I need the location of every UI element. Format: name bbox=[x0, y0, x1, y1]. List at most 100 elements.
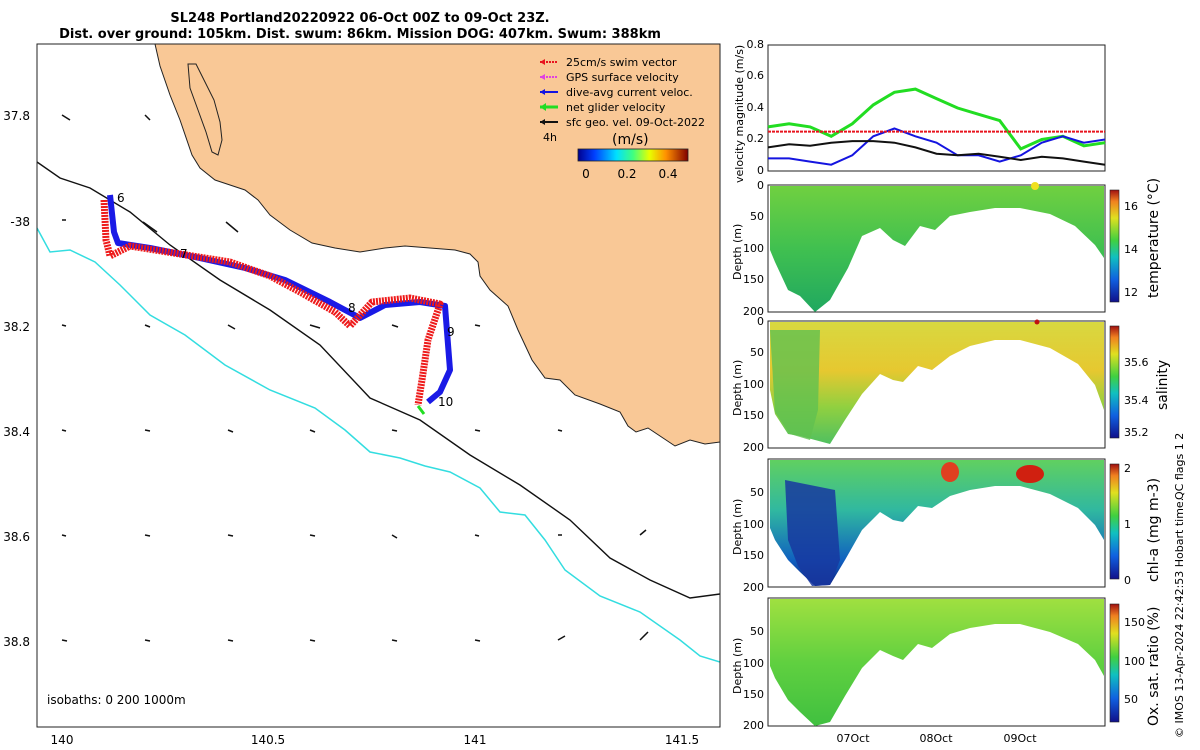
day-label: 10 bbox=[438, 395, 453, 409]
cb-tick: 16 bbox=[1124, 200, 1138, 213]
chla-cb-label: chl-a (mg m-3) bbox=[1146, 478, 1162, 582]
map-panel: 140 140.5 141 141.5 37.8 -38 38.2 38.4 3… bbox=[3, 43, 721, 747]
oxygen-colorbar bbox=[1109, 603, 1120, 723]
chla-bloom-2 bbox=[1016, 465, 1044, 483]
velocity-ylabel: velocity magnitude (m/s) bbox=[733, 45, 746, 183]
salinity-cb-ticks: 35.2 35.4 35.6 bbox=[1124, 356, 1149, 439]
legend-item-net-glider: net glider velocity bbox=[540, 101, 666, 114]
map-x-tick: 141.5 bbox=[665, 733, 699, 747]
chla-bloom-1 bbox=[941, 462, 959, 482]
temperature-cb-ticks: 12 14 16 bbox=[1124, 200, 1138, 299]
map-y-tick: 38.2 bbox=[3, 320, 30, 334]
salinity-panel: 35.2 35.4 35.6 salinity 0 50 100 150 200… bbox=[731, 315, 1171, 454]
legend-item-dive-avg: dive-avg current veloc. bbox=[540, 86, 693, 99]
map-y-tick: 37.8 bbox=[3, 109, 30, 123]
depth-tick: 100 bbox=[743, 378, 764, 391]
depth-tick: 150 bbox=[743, 549, 764, 562]
colorbar-tick: 0.2 bbox=[617, 167, 636, 181]
map-y-tick: -38 bbox=[10, 215, 30, 229]
map-x-tick: 140.5 bbox=[251, 733, 285, 747]
vel-y-tick: 0.8 bbox=[747, 38, 765, 51]
chart-title-line1: SL248 Portland20220922 06-Oct 00Z to 09-… bbox=[170, 11, 550, 26]
cb-tick: 150 bbox=[1124, 616, 1145, 629]
map-x-ticks: 140 140.5 141 141.5 bbox=[51, 733, 700, 747]
isobath-1000m bbox=[37, 227, 720, 663]
oxygen-panel: 50 100 150 Ox. sat. ratio (%) 50 100 150… bbox=[731, 597, 1162, 732]
chla-cb-ticks: 0 1 2 bbox=[1124, 462, 1131, 587]
depth-tick: 0 bbox=[757, 315, 764, 328]
chla-field bbox=[770, 460, 1104, 586]
day-label: 7 bbox=[180, 247, 188, 261]
vel-y-tick: 0.4 bbox=[747, 101, 765, 114]
cb-tick: 35.2 bbox=[1124, 426, 1149, 439]
chla-colorbar bbox=[1109, 463, 1120, 580]
salinity-field bbox=[770, 322, 1104, 444]
island bbox=[187, 63, 223, 156]
map-y-tick: 38.4 bbox=[3, 425, 30, 439]
salinity-cb-label: salinity bbox=[1155, 360, 1171, 410]
temperature-panel: 12 14 16 temperature (°C) 0 50 100 150 2… bbox=[731, 178, 1162, 318]
salinity-ylabel: Depth (m) bbox=[731, 360, 744, 416]
legend-item-swim-vector: 25cm/s swim vector bbox=[540, 56, 677, 69]
colorbar-tick: 0 bbox=[582, 167, 590, 181]
depth-tick: 50 bbox=[750, 210, 764, 223]
depth-tick: 50 bbox=[750, 625, 764, 638]
chla-ylabel: Depth (m) bbox=[731, 499, 744, 555]
temperature-field bbox=[770, 186, 1104, 312]
depth-tick: 0 bbox=[757, 179, 764, 192]
date-tick: 08Oct bbox=[919, 732, 953, 745]
oxygen-field bbox=[770, 599, 1104, 726]
legend-label: dive-avg current veloc. bbox=[566, 86, 693, 99]
day-label: 8 bbox=[348, 301, 356, 315]
cb-tick: 12 bbox=[1124, 286, 1138, 299]
land-mass bbox=[154, 44, 720, 447]
depth-tick: 200 bbox=[743, 719, 764, 732]
date-tick: 07Oct bbox=[836, 732, 870, 745]
vel-y-tick: 0.2 bbox=[747, 132, 765, 145]
colorbar-tick: 0.4 bbox=[658, 167, 677, 181]
day-label: 6 bbox=[117, 191, 125, 205]
day-labels: 6 7 8 9 10 bbox=[117, 191, 455, 409]
depth-tick: 150 bbox=[743, 273, 764, 286]
cb-tick: 1 bbox=[1124, 518, 1131, 531]
temperature-ylabel: Depth (m) bbox=[731, 224, 744, 280]
temperature-colorbar bbox=[1109, 189, 1120, 303]
net-velocity-marker bbox=[416, 405, 426, 415]
map-x-tick: 140 bbox=[51, 733, 74, 747]
glider-track-red bbox=[100, 199, 444, 406]
legend-label: sfc geo. vel. 09-Oct-2022 bbox=[566, 116, 705, 129]
cb-tick: 2 bbox=[1124, 462, 1131, 475]
legend-item-sfc-geo: sfc geo. vel. 09-Oct-2022 bbox=[540, 116, 705, 129]
velocity-panel: 0 0.2 0.4 0.6 0.8 velocity magnitude (m/… bbox=[733, 38, 1106, 183]
velocity-series-line bbox=[768, 127, 1106, 166]
interval-label: 4h bbox=[543, 131, 557, 144]
day-label: 9 bbox=[447, 325, 455, 339]
geo-velocity-vectors bbox=[61, 114, 649, 642]
map-legend: 25cm/s swim vector GPS surface velocity … bbox=[540, 56, 705, 181]
legend-label: 25cm/s swim vector bbox=[566, 56, 677, 69]
profile-x-ticks: 07Oct 08Oct 09Oct bbox=[836, 732, 1037, 745]
oxygen-ylabel: Depth (m) bbox=[731, 638, 744, 694]
depth-tick: 200 bbox=[743, 581, 764, 594]
oxygen-cb-ticks: 50 100 150 bbox=[1124, 616, 1145, 706]
imos-credit: © IMOS 13-Apr-2024 22:42:53 Hobart time. bbox=[1173, 498, 1186, 738]
depth-tick: 150 bbox=[743, 409, 764, 422]
speed-colorbar bbox=[577, 148, 689, 162]
legend-item-gps-velocity: GPS surface velocity bbox=[540, 71, 679, 84]
isobaths-label: isobaths: 0 200 1000m bbox=[47, 693, 186, 707]
map-x-tick: 141 bbox=[464, 733, 487, 747]
map-y-tick: 38.8 bbox=[3, 635, 30, 649]
cb-tick: 14 bbox=[1124, 243, 1138, 256]
colorbar-unit: (m/s) bbox=[612, 132, 649, 148]
depth-tick: 100 bbox=[743, 242, 764, 255]
cb-tick: 35.6 bbox=[1124, 356, 1149, 369]
depth-tick: 100 bbox=[743, 518, 764, 531]
depth-tick: 50 bbox=[750, 346, 764, 359]
velocity-series bbox=[767, 87, 1106, 166]
map-y-tick: 38.6 bbox=[3, 530, 30, 544]
chla-panel: 0 1 2 chl-a (mg m-3) 50 100 150 200 Dept… bbox=[731, 458, 1162, 594]
temperature-cb-label: temperature (°C) bbox=[1146, 178, 1162, 298]
legend-label: GPS surface velocity bbox=[566, 71, 679, 84]
chart-title-line2: Dist. over ground: 105km. Dist. swum: 86… bbox=[59, 27, 661, 42]
